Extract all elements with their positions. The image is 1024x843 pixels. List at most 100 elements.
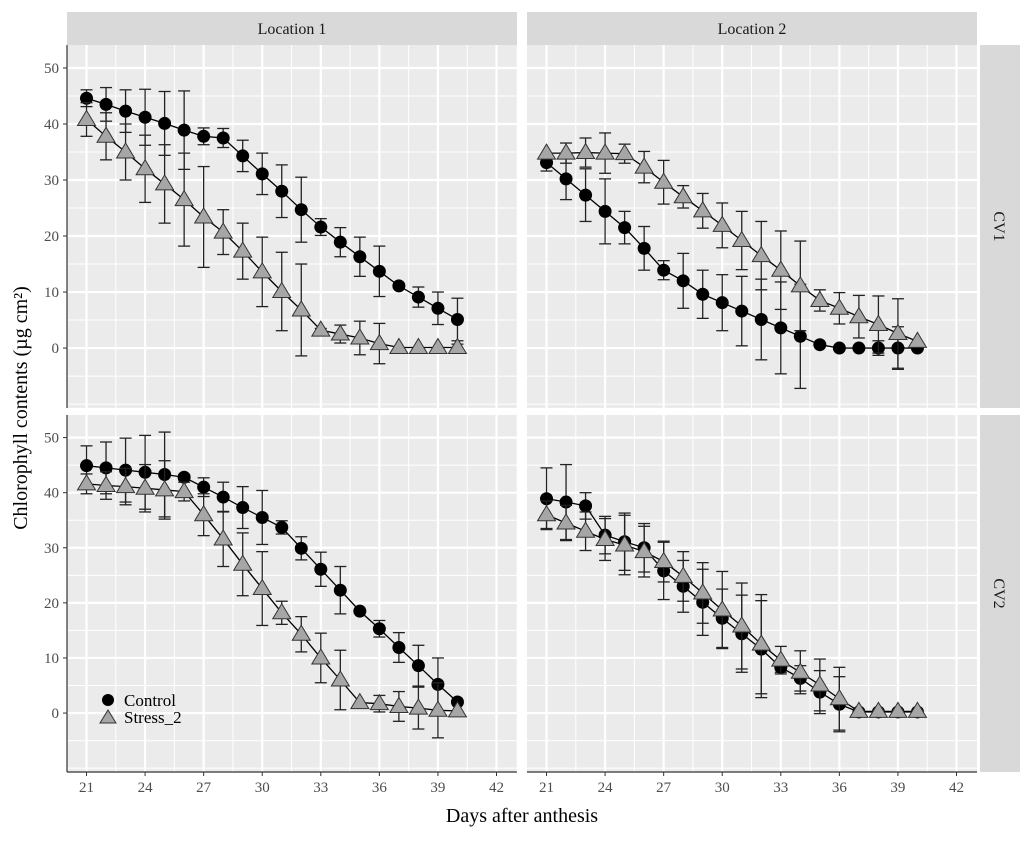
data-point (634, 541, 655, 559)
data-point (369, 693, 390, 711)
data-point (255, 510, 269, 524)
data-point (252, 261, 273, 279)
y-tick-label: 50 (44, 431, 59, 447)
data-point (216, 131, 230, 145)
data-point (314, 562, 328, 576)
data-point (275, 520, 289, 534)
data-point (657, 263, 671, 277)
data-point (232, 241, 253, 258)
data-point (832, 341, 846, 355)
data-point (751, 634, 772, 651)
data-point (556, 143, 576, 160)
data-point (735, 304, 749, 318)
data-point (556, 513, 576, 530)
data-point (333, 583, 347, 597)
data-point (154, 173, 175, 191)
x-tick-label: 42 (489, 780, 504, 796)
y-tick-label: 20 (44, 596, 59, 612)
row-strip (980, 415, 1020, 772)
data-point (829, 688, 850, 706)
legend-control-label: Control (124, 691, 176, 710)
x-axis-title: Days after anthesis (446, 805, 598, 827)
data-point (614, 143, 635, 161)
data-point (575, 521, 596, 538)
data-point (193, 504, 214, 522)
data-point (813, 338, 827, 352)
x-tick-label: 30 (255, 780, 270, 796)
data-point (96, 126, 116, 143)
x-tick-label: 24 (598, 780, 614, 796)
y-tick-label: 30 (44, 541, 59, 557)
data-point (696, 287, 710, 301)
data-point (634, 157, 655, 174)
data-point (291, 299, 312, 317)
data-point (770, 650, 791, 667)
data-point (372, 264, 386, 278)
data-point (275, 184, 289, 198)
data-point (673, 186, 694, 204)
data-point (447, 700, 468, 718)
data-point (637, 241, 651, 255)
x-tick-label: 21 (539, 780, 554, 796)
data-point (598, 204, 612, 218)
data-point (809, 290, 830, 307)
data-point (389, 696, 409, 713)
series-stress_2 (76, 460, 468, 739)
data-point (236, 149, 250, 163)
data-point (676, 274, 690, 288)
data-point (790, 662, 811, 679)
column-strip (67, 12, 517, 45)
data-point (559, 172, 573, 186)
data-point (138, 110, 152, 124)
data-point (236, 501, 250, 515)
x-tick-label: 33 (313, 780, 328, 796)
data-point (793, 329, 807, 343)
row-strip (980, 45, 1020, 408)
data-point (389, 337, 409, 354)
panel: 0 10 20 30 40 50 21 24 27 30 33 36 39 42 (44, 415, 517, 796)
data-point (271, 602, 292, 620)
legend-control-marker (102, 694, 114, 706)
data-point (408, 337, 429, 354)
data-point (712, 215, 733, 232)
x-tick-label: 24 (138, 780, 154, 796)
data-point (392, 640, 406, 654)
data-point (540, 492, 554, 506)
y-tick-label: 0 (52, 341, 60, 357)
data-point (177, 470, 191, 484)
data-point (712, 600, 733, 617)
data-point (731, 230, 752, 248)
data-point (197, 129, 211, 143)
data-point (135, 478, 155, 495)
data-point (372, 622, 386, 636)
data-point (868, 701, 889, 718)
x-tick-label: 36 (832, 780, 848, 796)
data-point (731, 616, 752, 633)
y-tick-label: 10 (44, 285, 59, 301)
data-point (692, 200, 713, 218)
y-tick-label: 10 (44, 651, 59, 667)
data-point (790, 275, 811, 293)
y-tick-label: 30 (44, 173, 59, 189)
y-tick-label: 40 (44, 486, 59, 502)
series-stress_2 (536, 132, 928, 369)
data-point (715, 296, 729, 310)
data-point (115, 476, 136, 494)
data-point (692, 582, 713, 600)
data-point (673, 566, 694, 583)
data-point (536, 504, 557, 522)
data-point (595, 529, 615, 547)
data-point (158, 116, 172, 130)
x-tick-label: 27 (196, 780, 212, 796)
data-point (614, 535, 635, 552)
data-point (431, 301, 445, 315)
data-point (428, 700, 448, 717)
x-tick-label: 30 (715, 780, 730, 796)
data-point (271, 281, 292, 298)
data-point (353, 604, 367, 618)
data-point (252, 578, 273, 596)
data-point (115, 142, 136, 159)
data-point (618, 221, 632, 235)
data-point (294, 541, 308, 555)
